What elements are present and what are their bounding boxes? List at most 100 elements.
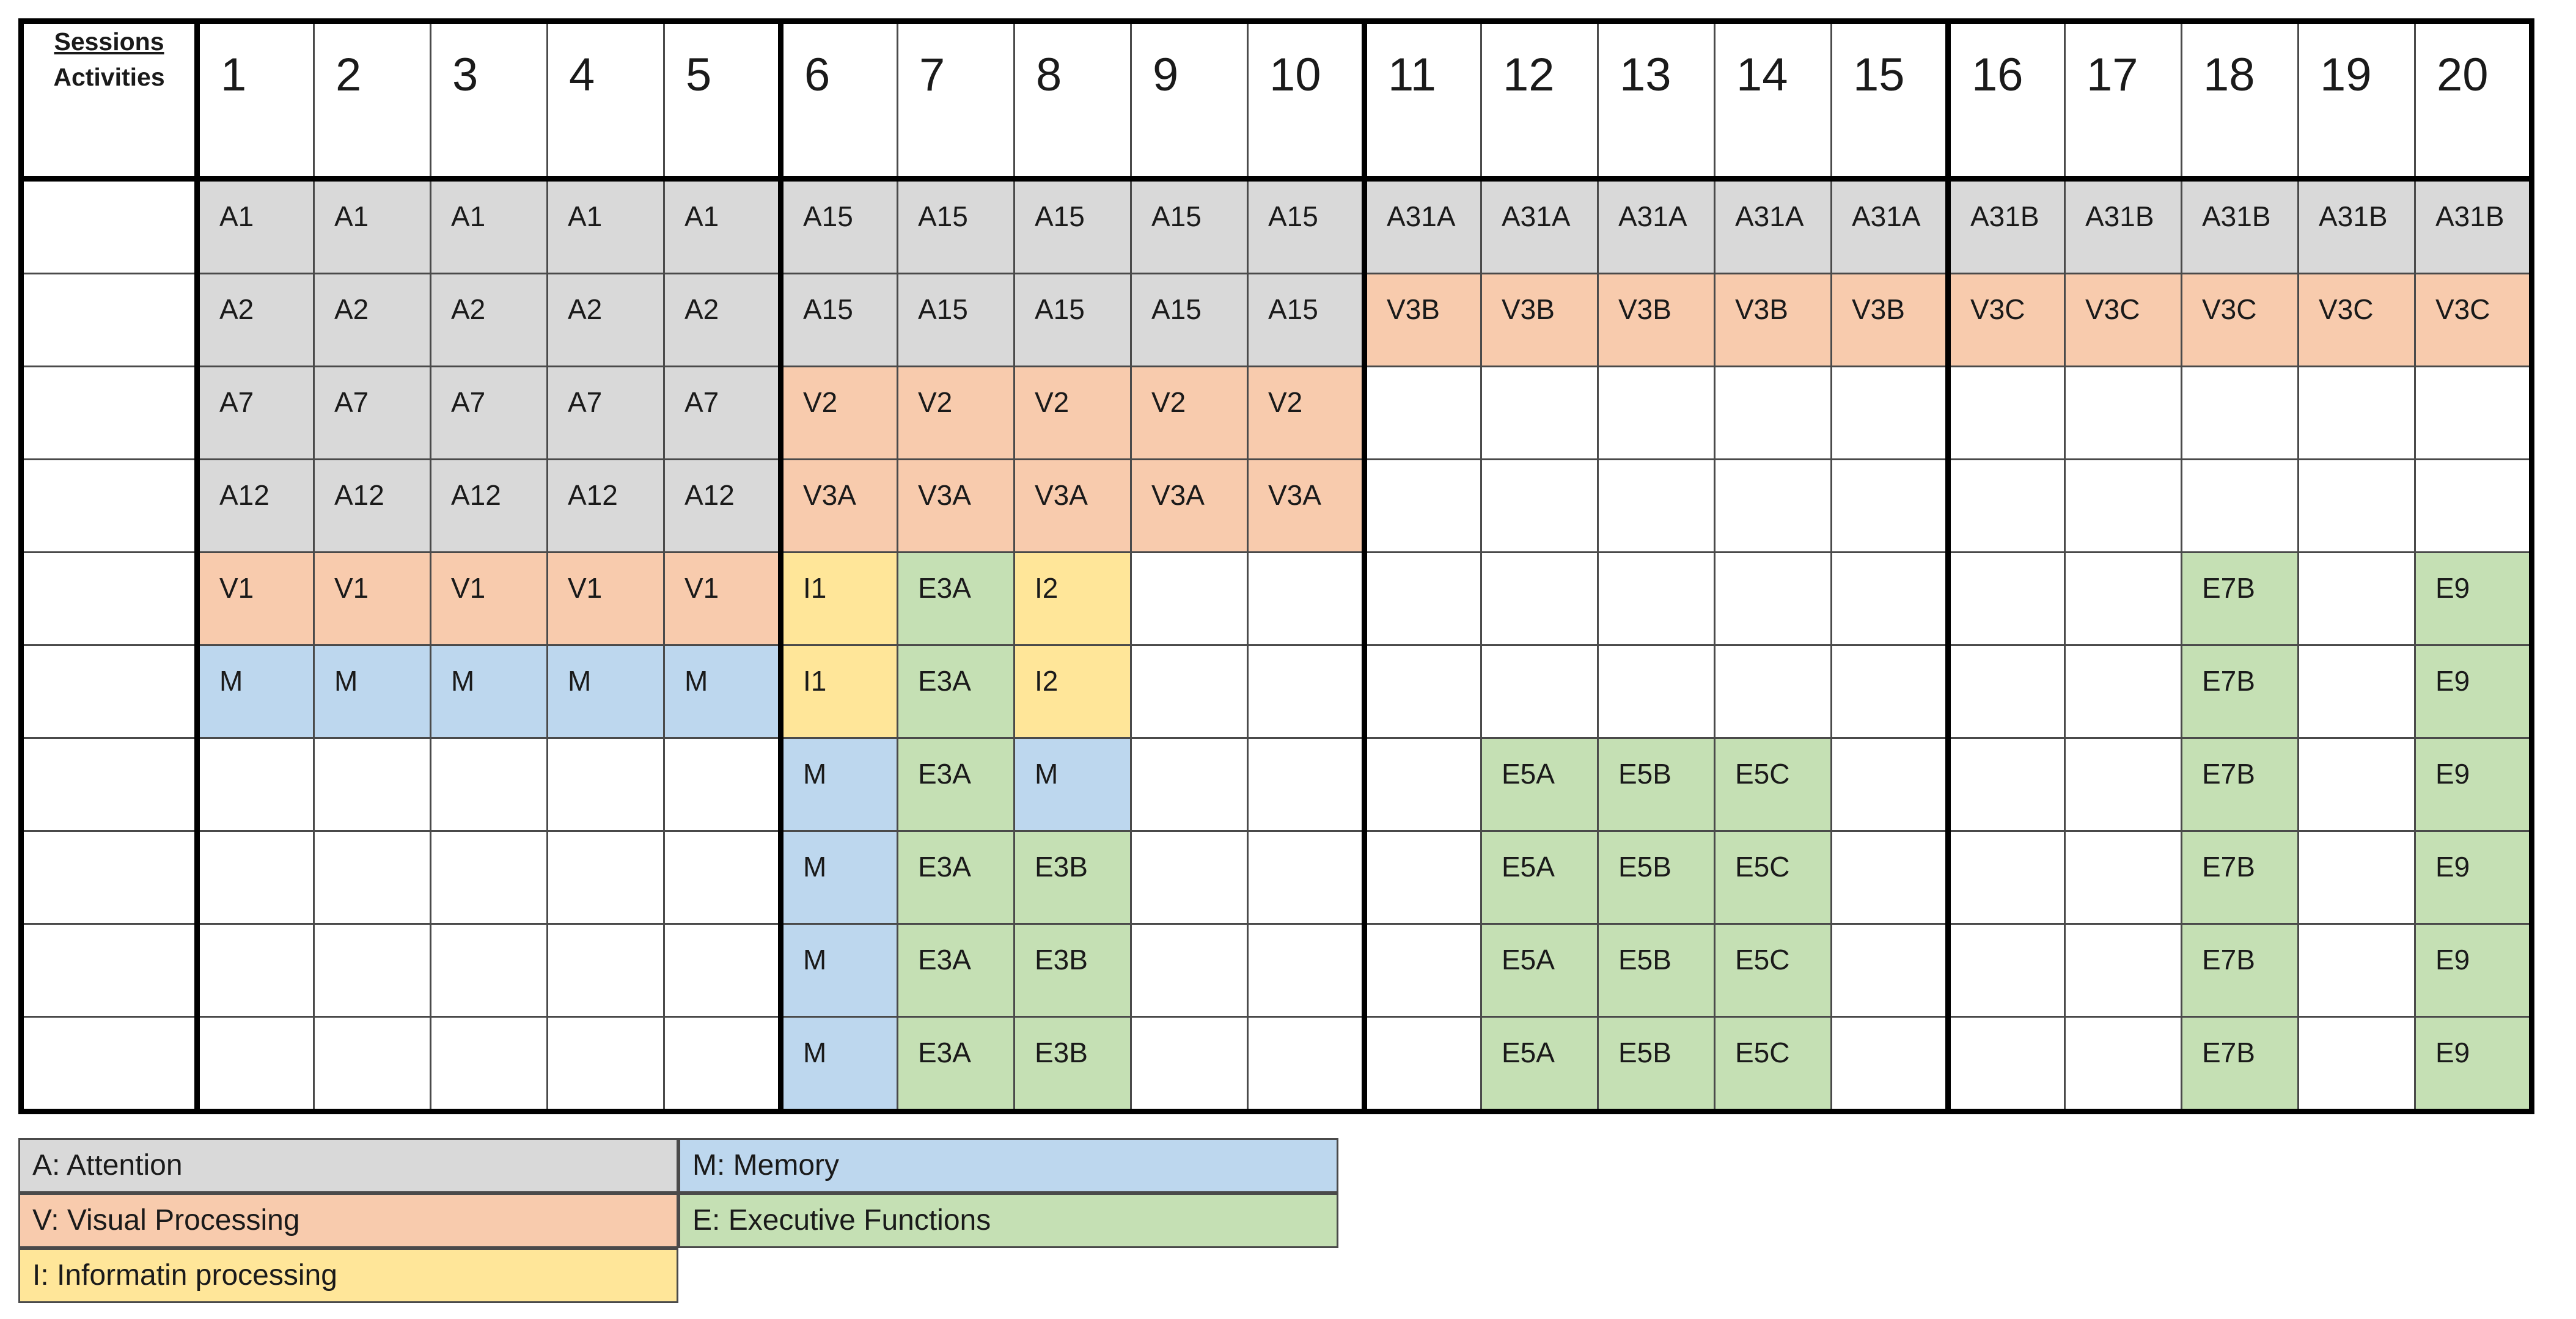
activity-row: M E3A E3B E5A E5B E5C E7B E9: [20, 830, 2533, 925]
activity-cell-i1: I1: [778, 551, 898, 646]
session-number: 16: [1972, 49, 2024, 101]
session-number: 11: [1388, 49, 1436, 101]
empty-cell: [2297, 458, 2416, 553]
empty-cell: [194, 830, 315, 925]
empty-cell: [2064, 1016, 2182, 1112]
activity-code: E9: [2435, 851, 2470, 883]
activity-code: E5B: [1618, 851, 1671, 883]
empty-cell: [663, 830, 782, 925]
activity-cell-v3c: V3C: [2064, 273, 2182, 367]
empty-cell: [430, 830, 548, 925]
empty-cell: [2064, 551, 2182, 646]
activity-row-label: [20, 366, 198, 460]
activity-cell-e5c: E5C: [1714, 923, 1832, 1018]
activity-cell-a1: A1: [313, 178, 431, 274]
activity-code: V1: [451, 572, 486, 604]
activity-cell-e5a: E5A: [1480, 830, 1599, 925]
session-number: 9: [1153, 49, 1179, 101]
empty-cell: [2297, 737, 2416, 832]
empty-cell: [1362, 551, 1482, 646]
activity-cell-m: M: [194, 644, 315, 739]
activity-schedule-table: Sessions Activities 1 2 3 4 5 6 7 8 9 10 11 12 13 14 1…: [18, 18, 2534, 1114]
activity-cell-a15: A15: [1013, 178, 1132, 274]
empty-cell: [1247, 1016, 1365, 1112]
activity-code: E5A: [1502, 1037, 1555, 1068]
empty-cell: [1597, 644, 1715, 739]
empty-cell: [546, 923, 665, 1018]
session-header-7: 7: [897, 20, 1015, 182]
empty-cell: [1830, 1016, 1949, 1112]
activity-code: A7: [451, 386, 486, 418]
activity-code: A15: [803, 200, 853, 232]
activity-code: E5B: [1618, 758, 1671, 790]
activity-row-label: [20, 830, 198, 925]
empty-cell: [1362, 644, 1482, 739]
empty-cell: [1830, 551, 1949, 646]
activity-cell-v3c: V3C: [1945, 273, 2066, 367]
activity-cell-a15: A15: [1247, 273, 1365, 367]
activity-cell-a7: A7: [194, 366, 315, 460]
activity-cell-e9: E9: [2414, 551, 2533, 646]
empty-cell: [2297, 830, 2416, 925]
empty-cell: [313, 737, 431, 832]
activity-code: V2: [1035, 386, 1070, 418]
activity-code: V1: [219, 572, 254, 604]
empty-cell: [1714, 458, 1832, 553]
activity-row: A12 A12 A12 A12 A12 V3A V3A V3A V3A V3A: [20, 458, 2533, 553]
empty-cell: [430, 737, 548, 832]
empty-cell: [2064, 644, 2182, 739]
activity-cell-e3b: E3B: [1013, 1016, 1132, 1112]
activity-code: E7B: [2202, 1037, 2255, 1068]
activity-cell-i2: I2: [1013, 551, 1132, 646]
sessions-label: Sessions: [54, 28, 164, 56]
activity-cell-e3a: E3A: [897, 923, 1015, 1018]
activity-row: V1 V1 V1 V1 V1 I1 E3A I2 E7B E9: [20, 551, 2533, 646]
activity-row: M M M M M I1 E3A I2 E7B E9: [20, 644, 2533, 739]
activity-row-label: [20, 178, 198, 274]
activity-code: A31B: [2435, 200, 2504, 232]
activity-cell-a15: A15: [1130, 273, 1249, 367]
activity-cell-a31a: A31A: [1362, 178, 1482, 274]
empty-cell: [2414, 366, 2533, 460]
activity-code: A1: [219, 200, 254, 232]
activity-code: V2: [918, 386, 953, 418]
activity-cell-a31b: A31B: [2181, 178, 2299, 274]
activity-code: M: [803, 1037, 827, 1068]
activity-code: A1: [334, 200, 369, 232]
empty-cell: [1130, 1016, 1249, 1112]
activity-row-label: [20, 923, 198, 1018]
activity-cell-v3a: V3A: [1130, 458, 1249, 553]
activity-cell-a31a: A31A: [1830, 178, 1949, 274]
activity-code: A2: [568, 293, 603, 325]
empty-cell: [546, 1016, 665, 1112]
activity-cell-e3a: E3A: [897, 551, 1015, 646]
activity-row: A2 A2 A2 A2 A2 A15 A15 A15 A15 A15 V3B V3B V3B V3B V3B…: [20, 273, 2533, 367]
activity-cell-a31b: A31B: [2297, 178, 2416, 274]
activity-code: E3A: [918, 758, 971, 790]
activity-code: E3B: [1035, 944, 1088, 975]
activity-cell-e5a: E5A: [1480, 737, 1599, 832]
activity-code: A15: [803, 293, 853, 325]
empty-cell: [663, 923, 782, 1018]
session-number: 2: [336, 49, 362, 101]
activity-code: E7B: [2202, 665, 2255, 697]
activity-cell-m: M: [778, 737, 898, 832]
empty-cell: [1247, 830, 1365, 925]
empty-cell: [1714, 366, 1832, 460]
empty-cell: [2297, 644, 2416, 739]
activity-code: M: [684, 665, 708, 697]
activity-code: I2: [1035, 665, 1059, 697]
activity-cell-e5c: E5C: [1714, 830, 1832, 925]
activity-code: E3B: [1035, 1037, 1088, 1068]
activity-code: M: [803, 851, 827, 883]
empty-cell: [1247, 737, 1365, 832]
activity-code: V3B: [1502, 293, 1555, 325]
activity-code: E3A: [918, 944, 971, 975]
empty-cell: [1362, 366, 1482, 460]
empty-cell: [1480, 644, 1599, 739]
activity-cell-v3a: V3A: [778, 458, 898, 553]
activity-cell-a12: A12: [546, 458, 665, 553]
activities-label: Activities: [53, 63, 165, 91]
activity-cell-v2: V2: [1013, 366, 1132, 460]
activity-row: M E3A E3B E5A E5B E5C E7B E9: [20, 1016, 2533, 1112]
